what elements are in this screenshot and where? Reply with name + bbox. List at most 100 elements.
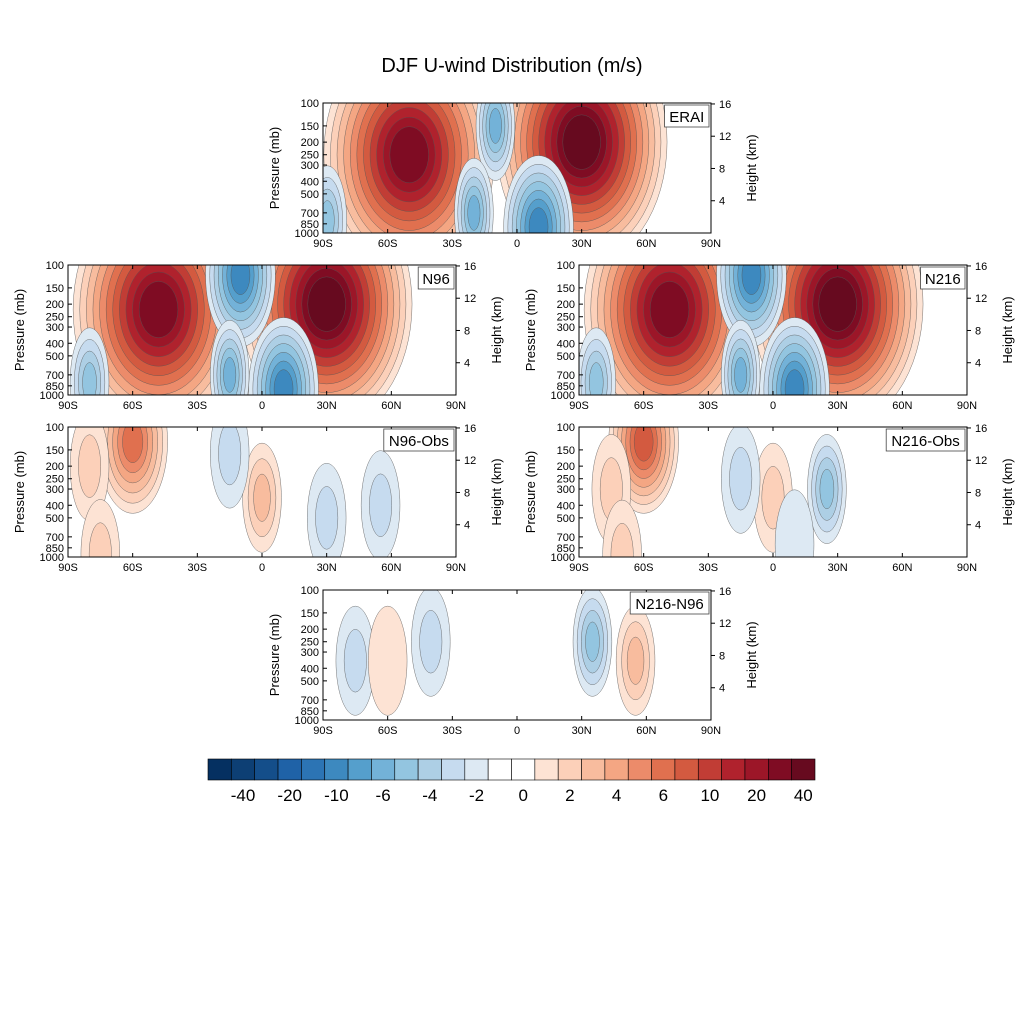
panel-label: N216-Obs: [891, 433, 959, 450]
contour-erai-3-7: [528, 207, 549, 233]
colorbar-label: 6: [659, 786, 668, 805]
x-tick-label: 60N: [636, 725, 656, 737]
y-tick-label: 100: [301, 98, 319, 110]
x-tick-label: 60N: [892, 400, 912, 412]
contour-n216-5-4: [589, 362, 604, 395]
y-right-tick-label: 12: [975, 455, 987, 467]
x-tick-label: 60S: [123, 400, 143, 412]
y-tick-label: 850: [557, 381, 575, 393]
colorbar-label: -20: [277, 786, 302, 805]
x-tick-label: 90S: [58, 400, 78, 412]
y-tick-label: 150: [301, 121, 319, 133]
contour-n216-obs-6-1: [774, 489, 815, 557]
y-tick-label: 700: [46, 532, 64, 544]
contour-n216-n96-2-2: [343, 629, 367, 693]
y-right-tick-label: 8: [719, 163, 725, 175]
y-right-tick-label: 16: [719, 586, 731, 598]
y-tick-label: 150: [301, 608, 319, 620]
y-axis-label: Pressure (mb): [267, 127, 282, 209]
y-right-tick-label: 4: [719, 683, 725, 695]
y-tick-label: 500: [301, 189, 319, 201]
panel-label: N216: [925, 271, 961, 288]
colorbar-swatch: [744, 758, 769, 781]
y-tick-label: 400: [301, 176, 319, 188]
y-tick-label: 1000: [295, 715, 319, 727]
panel-label: N96-Obs: [389, 433, 449, 450]
x-tick-label: 60S: [634, 562, 654, 574]
colorbar-swatch: [651, 758, 676, 781]
x-tick-label: 30S: [443, 725, 463, 737]
x-tick-label: 0: [770, 562, 776, 574]
y-axis-label: Pressure (mb): [267, 614, 282, 696]
x-tick-label: 90N: [701, 238, 721, 250]
panel-label-box: [664, 104, 710, 128]
contour-n216-obs-3-2: [610, 523, 634, 557]
x-tick-label: 30S: [188, 400, 208, 412]
colorbar-label: 2: [565, 786, 574, 805]
y-tick-label: 500: [46, 513, 64, 525]
y-tick-label: 150: [557, 283, 575, 295]
y-tick-label: 200: [301, 137, 319, 149]
y-tick-label: 250: [46, 312, 64, 324]
colorbar-swatch: [371, 758, 396, 781]
contour-n216-obs-0-7: [633, 427, 654, 462]
x-tick-label: 90S: [58, 562, 78, 574]
colorbar-swatch: [277, 758, 302, 781]
contour-n216-n96-0-3: [626, 636, 645, 685]
x-tick-label: 0: [770, 400, 776, 412]
colorbar-label: -4: [422, 786, 437, 805]
y-tick-label: 250: [301, 637, 319, 649]
y-tick-label: 150: [557, 445, 575, 457]
y-tick-label: 150: [46, 283, 64, 295]
x-tick-label: 60S: [378, 725, 398, 737]
y-right-axis-label: Height (km): [1000, 458, 1015, 525]
x-tick-label: 90N: [957, 562, 977, 574]
panel-label-box: [383, 428, 455, 452]
panel-label-box: [417, 266, 455, 290]
x-tick-label: 60N: [381, 562, 401, 574]
colorbar-swatch: [627, 758, 652, 781]
y-tick-label: 1000: [40, 552, 64, 564]
x-tick-label: 30N: [828, 562, 848, 574]
x-tick-label: 30S: [699, 400, 719, 412]
contour-n96-3-7: [273, 369, 294, 395]
colorbar-swatch: [697, 758, 722, 781]
contour-n96-obs-3-2: [88, 522, 112, 557]
x-tick-label: 30N: [828, 400, 848, 412]
contour-n96-obs-6-2: [369, 473, 392, 537]
panels-group: 90S 60S 30S 0 30N 60N 90N100150200250300400500…: [12, 98, 1015, 737]
contour-n96-2-7: [230, 265, 251, 295]
x-tick-label: 30N: [317, 562, 337, 574]
y-tick-label: 1000: [551, 552, 575, 564]
colorbar-swatch: [604, 758, 629, 781]
colorbar-swatch: [791, 758, 816, 781]
y-tick-label: 700: [301, 208, 319, 220]
figure-title: DJF U-wind Distribution (m/s): [381, 55, 642, 77]
y-right-axis-label: Height (km): [1000, 296, 1015, 363]
y-tick-label: 700: [301, 695, 319, 707]
colorbar-swatch: [464, 758, 489, 781]
contour-n96-5-4: [82, 362, 97, 395]
y-right-tick-label: 12: [464, 455, 476, 467]
y-tick-label: 200: [557, 461, 575, 473]
x-tick-label: 60N: [381, 400, 401, 412]
y-tick-label: 150: [46, 445, 64, 457]
contour-field: [69, 427, 401, 557]
colorbar-swatch: [301, 758, 326, 781]
y-right-tick-label: 8: [975, 325, 981, 337]
panel-label: ERAI: [669, 109, 704, 126]
contour-field: [591, 427, 847, 557]
y-tick-label: 700: [557, 532, 575, 544]
y-right-tick-label: 4: [464, 358, 470, 370]
y-tick-label: 500: [301, 676, 319, 688]
y-tick-label: 100: [557, 422, 575, 434]
y-tick-label: 500: [46, 351, 64, 363]
contour-n96-obs-0-6: [122, 427, 144, 463]
y-right-axis-label: Height (km): [489, 296, 504, 363]
colorbar-swatch: [768, 758, 792, 781]
